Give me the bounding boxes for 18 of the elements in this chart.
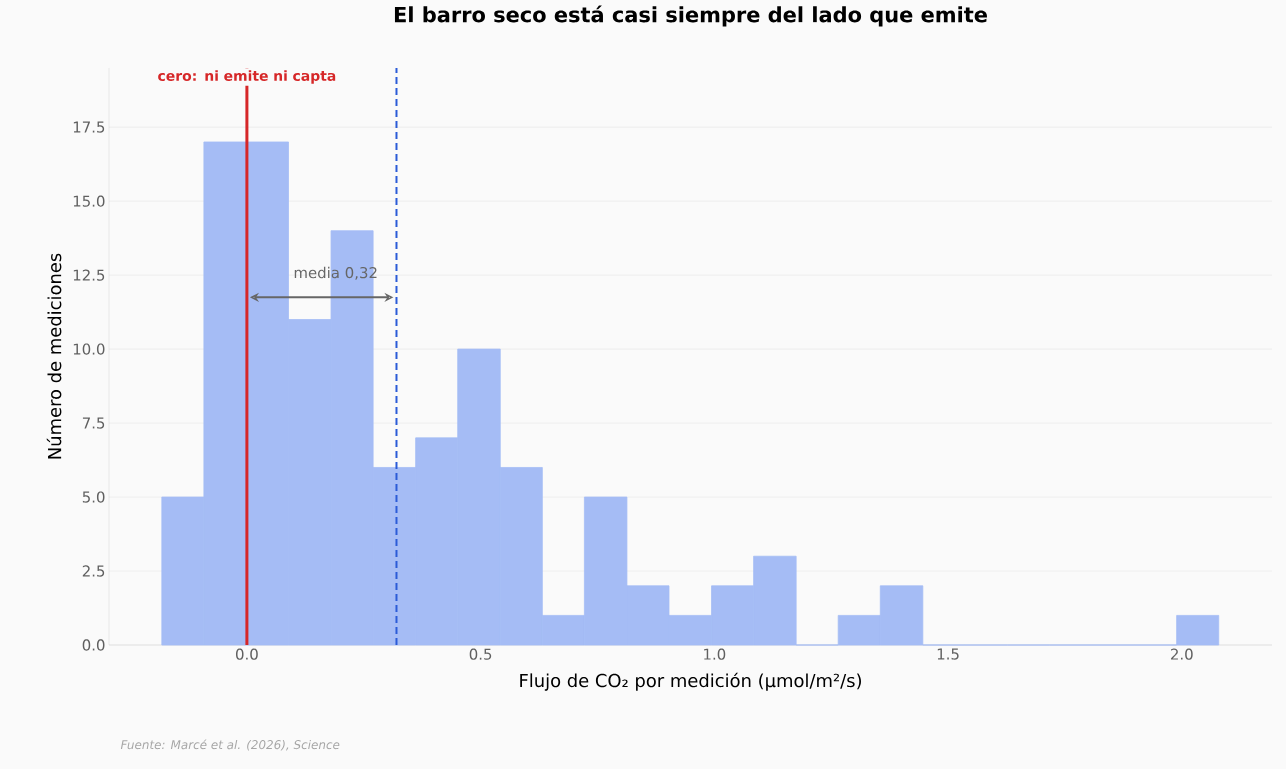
y-tick-label: 12.5 [73,269,105,281]
x-tick-label: 2.0 [1171,648,1193,660]
x-tick-label: 0.0 [236,648,258,660]
source-note: Fuente: Marcé et al. (2026), Science [120,739,340,751]
y-tick-label: 0.0 [82,639,105,651]
y-tick-label: 7.5 [82,417,105,429]
y-axis-title: Número de mediciones [46,253,62,459]
y-tick-label: 5.0 [82,491,105,503]
x-tick-label: 1.0 [704,648,726,660]
y-tick-label: 15.0 [73,195,105,207]
y-tick-label: 10.0 [73,343,105,355]
y-tick-label: 2.5 [82,565,105,577]
x-axis-title: Flujo de CO₂ por medición (µmol/m²/s) [520,672,861,691]
ref-line-label: cero: ni emite ni capta [158,70,336,84]
x-tick-label: 1.5 [937,648,959,660]
y-tick-label: 17.5 [73,121,105,133]
x-tick-label: 0.5 [469,648,492,660]
chart-title: El barro seco está casi siempre del lado que emite [394,5,987,27]
